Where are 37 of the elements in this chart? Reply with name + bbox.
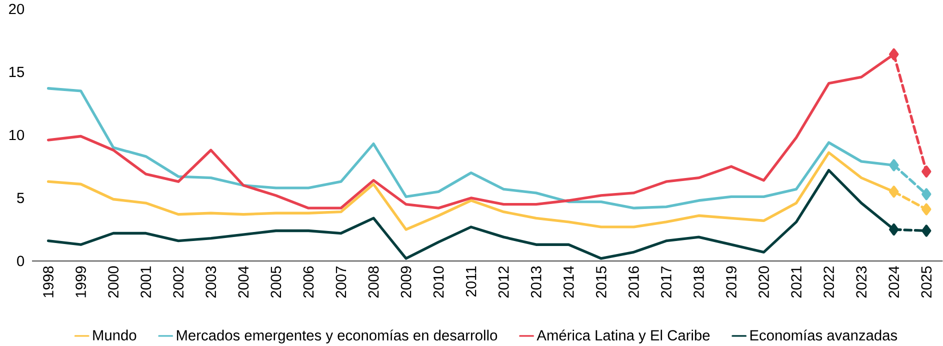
y-tick-label: 10: [9, 130, 24, 140]
y-tick-label: 0: [17, 256, 24, 266]
x-tick-label: 2002: [173, 266, 184, 298]
x-tick-label: 2018: [694, 266, 704, 298]
x-tick-label: 2021: [791, 266, 802, 298]
x-tick-label: 2014: [563, 266, 574, 298]
legend-label: Mundo: [93, 330, 136, 340]
y-tick-label: 5: [17, 192, 24, 204]
x-tick-label: 2011: [466, 266, 476, 297]
x-tick-label: 2025: [921, 266, 932, 298]
x-tick-label: 1998: [43, 266, 54, 298]
x-tick-label: 2023: [856, 266, 867, 298]
legend-label: Mercados emergentes y economías en desarrollo: [176, 330, 498, 344]
x-tick-label: 2005: [270, 266, 282, 298]
legend-label: América Latina y El Caribe: [536, 330, 710, 344]
x-tick-label: 2010: [433, 266, 444, 298]
x-tick-label: 2006: [303, 266, 314, 298]
x-tick-label: 2013: [530, 266, 542, 298]
x-tick-label: 2017: [661, 266, 672, 298]
x-tick-label: 2019: [726, 266, 736, 298]
x-tick-label: 2003: [206, 266, 216, 298]
x-tick-label: 2009: [400, 266, 412, 298]
x-tick-label: 2000: [108, 266, 119, 298]
x-tick-label: 1999: [76, 266, 86, 298]
x-tick-label: 2015: [596, 266, 606, 298]
legend-label: Economías avanzadas: [750, 330, 898, 341]
x-tick-label: 2007: [336, 266, 346, 298]
x-tick-label: 2012: [498, 266, 509, 298]
x-tick-label: 2024: [888, 266, 900, 298]
x-tick-label: 2016: [628, 266, 639, 298]
y-tick-label: 15: [9, 66, 24, 78]
x-tick-label: 2001: [140, 266, 152, 298]
x-tick-label: 2004: [238, 266, 249, 298]
x-tick-label: 2008: [368, 266, 379, 298]
x-tick-label: 2020: [758, 266, 769, 298]
y-tick-label: 20: [9, 4, 24, 14]
x-tick-label: 2022: [824, 266, 834, 298]
